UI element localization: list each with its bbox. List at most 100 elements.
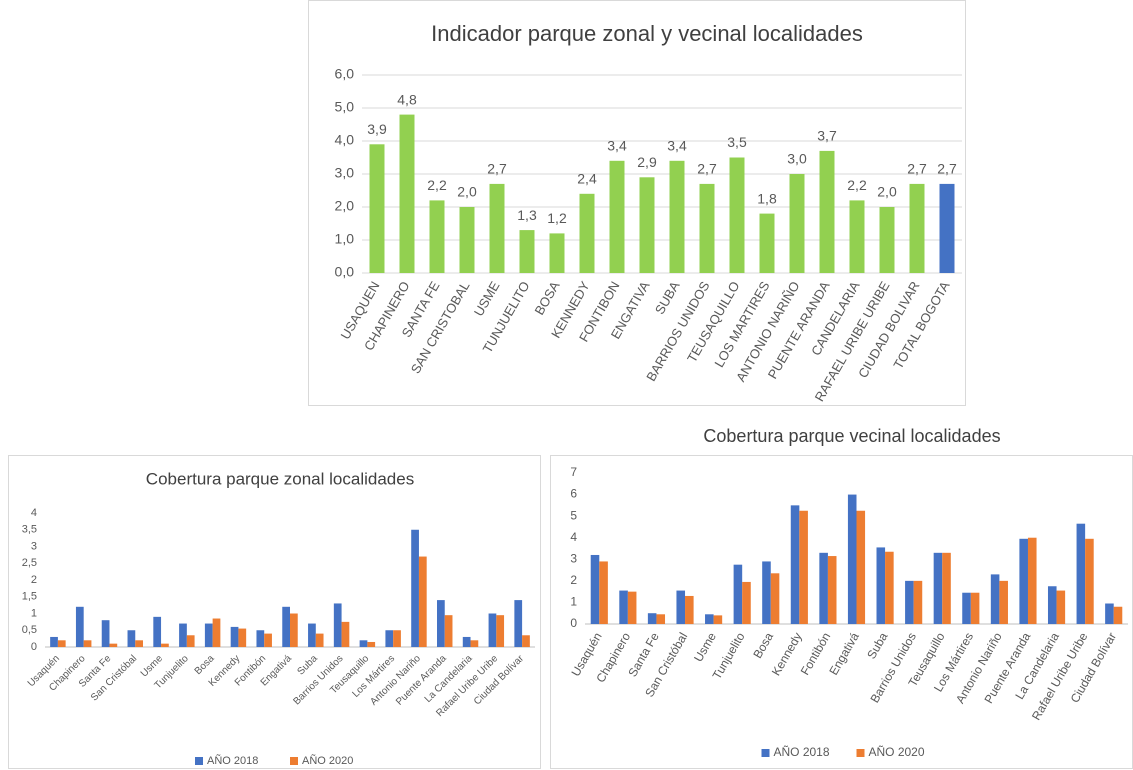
bar <box>488 613 497 647</box>
legend-label: AÑO 2020 <box>869 745 925 759</box>
bar <box>1019 538 1028 624</box>
bar <box>50 636 58 647</box>
bar <box>939 183 955 273</box>
data-label: 3,0 <box>787 151 807 167</box>
y-tick-label: 4,0 <box>335 132 355 148</box>
legend-label: AÑO 2020 <box>302 754 353 767</box>
y-tick-label: 2 <box>570 573 577 587</box>
data-label: 4,8 <box>397 91 417 107</box>
legend-label: AÑO 2018 <box>774 745 830 759</box>
bar <box>212 618 221 647</box>
bar <box>849 200 865 273</box>
data-label: 3,9 <box>367 121 387 137</box>
bar <box>470 640 479 647</box>
bar <box>444 615 453 647</box>
y-tick-label: 0,5 <box>22 624 37 636</box>
bar <box>101 620 110 647</box>
bar <box>1113 606 1123 624</box>
bar <box>83 640 92 647</box>
bar <box>729 157 745 273</box>
bar <box>315 633 324 647</box>
bar <box>230 626 239 647</box>
y-tick-label: 5 <box>570 508 577 522</box>
bar <box>609 160 625 273</box>
bar <box>685 595 694 624</box>
bar <box>999 580 1008 624</box>
bar <box>619 590 628 624</box>
bar <box>411 529 419 647</box>
y-tick-label: 6,0 <box>335 66 355 82</box>
bar <box>970 592 980 624</box>
bar <box>759 213 775 273</box>
bar <box>179 623 187 647</box>
bar <box>879 207 895 273</box>
bar <box>496 615 505 647</box>
bar <box>333 603 342 647</box>
bar <box>647 613 657 624</box>
chart-frame <box>550 455 1133 769</box>
bar <box>186 635 195 647</box>
data-label: 1,2 <box>547 210 567 226</box>
bar <box>713 615 723 624</box>
bar <box>57 640 66 647</box>
bar <box>522 635 530 647</box>
data-label: 2,7 <box>907 161 927 177</box>
bar <box>656 614 666 624</box>
bar <box>385 630 394 647</box>
data-label: 2,4 <box>577 171 597 187</box>
chart-title: Cobertura parque zonal localidades <box>146 469 414 488</box>
y-tick-label: 3 <box>570 551 577 565</box>
data-label: 2,7 <box>937 161 957 177</box>
data-label: 3,4 <box>667 138 687 154</box>
y-tick-label: 3,0 <box>335 165 355 181</box>
data-label: 2,9 <box>637 154 657 170</box>
bar <box>264 633 272 647</box>
bar <box>790 505 800 624</box>
bar <box>1076 523 1086 624</box>
bar <box>75 606 84 647</box>
data-label: 2,7 <box>697 161 717 177</box>
bar <box>1105 603 1114 624</box>
y-tick-label: 7 <box>570 465 577 479</box>
bar <box>847 494 857 624</box>
bar <box>514 600 523 647</box>
data-label: 1,3 <box>517 207 537 223</box>
y-tick-label: 0 <box>570 616 577 630</box>
bar <box>905 580 914 624</box>
data-label: 2,2 <box>847 177 867 193</box>
bar <box>393 630 401 647</box>
bar <box>256 630 265 647</box>
y-tick-label: 2,0 <box>335 198 355 214</box>
bar <box>462 636 471 647</box>
data-label: 3,7 <box>817 128 837 144</box>
bar <box>819 150 835 273</box>
chart-frame <box>8 455 541 769</box>
bar <box>153 616 162 647</box>
bar <box>290 613 298 647</box>
legend-swatch <box>290 757 298 765</box>
bar <box>733 564 743 624</box>
chart-title: Indicador parque zonal y vecinal localid… <box>431 21 863 46</box>
y-tick-label: 5,0 <box>335 99 355 115</box>
y-tick-label: 0,0 <box>335 264 355 280</box>
bar <box>885 551 894 624</box>
bar <box>459 207 475 273</box>
bar <box>962 592 971 624</box>
legend-swatch <box>195 757 203 765</box>
bar <box>359 640 368 647</box>
y-tick-label: 4 <box>31 507 37 519</box>
legend-swatch <box>761 749 770 757</box>
bar <box>669 160 685 273</box>
bar <box>856 510 866 624</box>
bar <box>238 628 247 647</box>
bar <box>942 552 951 624</box>
y-tick-label: 3 <box>31 540 37 552</box>
bar <box>990 574 1000 624</box>
bar <box>109 643 118 647</box>
bar <box>341 621 350 647</box>
bar <box>161 643 169 647</box>
chart-title: Cobertura parque vecinal localidades <box>703 426 1000 446</box>
bar <box>204 623 213 647</box>
y-tick-label: 1,0 <box>335 231 355 247</box>
bar <box>742 581 751 624</box>
